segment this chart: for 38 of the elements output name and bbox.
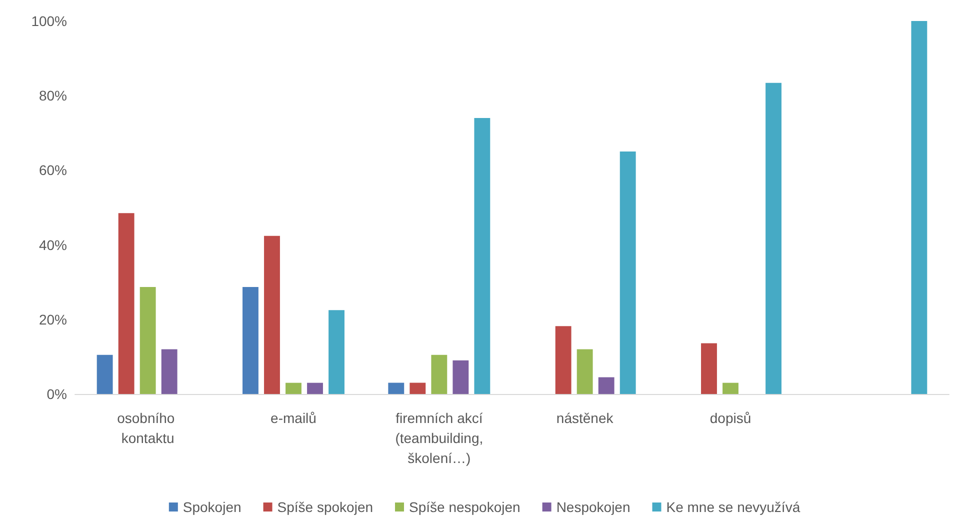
bar (118, 213, 134, 394)
bar (555, 326, 572, 394)
bar (264, 236, 280, 394)
bar (911, 21, 928, 394)
bar (431, 354, 448, 394)
bar (620, 152, 636, 394)
legend-label: Spokojen (182, 499, 242, 515)
bar (598, 377, 614, 394)
legend-label: Spíše spokojen (277, 499, 374, 515)
y-tick-label: 80% (38, 88, 67, 104)
x-tick-label: e-mailů (270, 410, 316, 426)
bar (474, 118, 490, 394)
bar (328, 310, 344, 394)
y-tick-label: 0% (46, 386, 67, 402)
bar (307, 382, 323, 394)
bar (701, 343, 717, 394)
bar (410, 382, 426, 394)
legend-label: Ke mne se nevyužívá (666, 499, 800, 515)
x-tick-label: nástěnek (556, 410, 614, 426)
bar (766, 82, 782, 394)
bar (722, 382, 738, 394)
bar (161, 349, 178, 394)
x-tick-label: dopisů (710, 410, 752, 426)
bar (140, 286, 156, 394)
legend-label: Nespokojen (556, 499, 630, 515)
y-tick-label: 100% (31, 13, 67, 29)
bar (242, 286, 258, 394)
y-tick-label: 40% (38, 236, 67, 253)
bar (388, 382, 404, 394)
bar (286, 382, 302, 394)
y-tick-label: 60% (38, 162, 67, 178)
x-tick-label: osobního kontaktu (117, 410, 179, 446)
bar (452, 360, 469, 394)
bar (576, 349, 593, 394)
bar (96, 354, 113, 394)
x-tick-label: firemních akcí (teambuilding, školení…) (391, 410, 488, 466)
y-tick-label: 20% (38, 311, 67, 328)
legend-label: Spíše nespokojen (409, 499, 520, 515)
